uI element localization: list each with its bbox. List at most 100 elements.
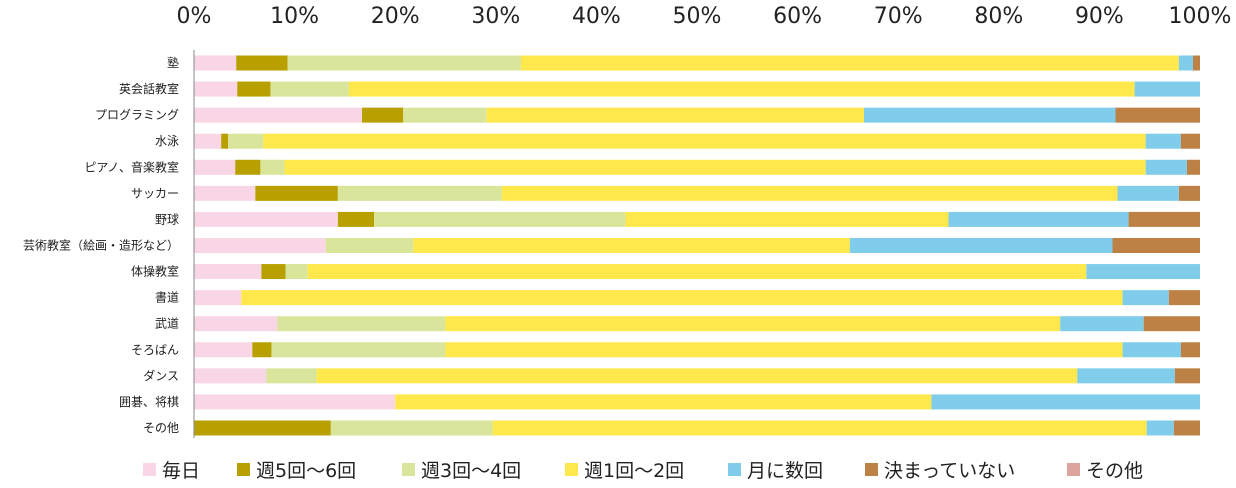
legend-label: 月に数回 (747, 460, 823, 482)
x-tick-label: 30% (471, 4, 520, 29)
bar-segment (255, 185, 338, 201)
x-tick-label: 90% (1075, 4, 1124, 29)
bar-segment (849, 237, 1113, 253)
bar-segment (337, 185, 502, 201)
bar-segment (241, 290, 1123, 306)
bar-segment (325, 237, 414, 253)
bar-segment (931, 394, 1200, 410)
category-label: 囲碁、将棋 (119, 395, 179, 409)
bars (194, 55, 1200, 436)
legend-label: 週1回～2回 (584, 460, 684, 482)
category-label: 塾 (167, 55, 179, 70)
bar-segment (1145, 159, 1187, 175)
bar-segment (1128, 211, 1200, 227)
legend-swatch (865, 463, 878, 476)
bar-segment (1145, 133, 1181, 149)
bar-segment (863, 107, 1116, 123)
x-tick-label: 10% (270, 4, 319, 29)
bar-segment (194, 159, 236, 175)
bar-segment (362, 107, 404, 123)
bar-segment (1115, 107, 1200, 123)
bar-segment (1134, 81, 1200, 97)
legend-label: その他 (1086, 460, 1143, 482)
bar-segment (1168, 290, 1200, 306)
bar-segment (1178, 55, 1193, 71)
x-tick-label: 20% (371, 4, 420, 29)
category-label: 野球 (155, 212, 179, 226)
bar-segment (445, 316, 1061, 332)
legend-label: 週3回～4回 (421, 460, 521, 482)
bar-segment (1122, 290, 1169, 306)
bar-segment (307, 264, 1087, 280)
bar-segment (374, 211, 626, 227)
bar-segment (486, 107, 864, 123)
bar-segment (1180, 133, 1200, 149)
bar-segment (1146, 420, 1174, 436)
bar-segment (194, 185, 256, 201)
bar-segment (277, 316, 446, 332)
bar-segment (237, 81, 271, 97)
x-tick-label: 80% (974, 4, 1023, 29)
x-tick-label: 0% (177, 4, 212, 29)
bar-segment (445, 342, 1123, 358)
bar-segment (337, 211, 375, 227)
category-label: サッカー (131, 186, 179, 200)
bar-segment (194, 368, 267, 384)
bar-segment (228, 133, 264, 149)
bar-segment (236, 55, 288, 71)
legend-label: 週5回～6回 (256, 460, 356, 482)
bar-segment (270, 81, 349, 97)
bar-segment (395, 394, 932, 410)
category-label: 武道 (155, 317, 179, 331)
x-axis-ticks: 0% 10% 20% 30% 40% 50% 60% 70% 80% 90% 100% (177, 4, 1232, 29)
category-label: その他 (143, 421, 179, 435)
bar-segment (316, 368, 1078, 384)
legend-label: 決まっていない (884, 460, 1015, 482)
bar-segment (413, 237, 850, 253)
bar-segment (194, 237, 326, 253)
category-label: 体操教室 (131, 264, 179, 279)
bar-segment (1143, 316, 1200, 332)
bar-segment (260, 159, 285, 175)
bar-segment (194, 342, 253, 358)
bar-segment (194, 107, 363, 123)
bar-segment (625, 211, 949, 227)
legend-swatch (143, 463, 156, 476)
x-tick-label: 50% (673, 4, 722, 29)
bar-segment (252, 342, 272, 358)
bar-segment (271, 342, 446, 358)
bar-segment (194, 211, 338, 227)
x-tick-label: 40% (572, 4, 621, 29)
legend-label: 毎日 (162, 460, 200, 482)
category-label: 英会話教室 (119, 81, 179, 96)
bar-segment (1178, 185, 1200, 201)
legend-swatch (237, 463, 250, 476)
bar-segment (263, 133, 1146, 149)
category-labels: 塾英会話教室プログラミング水泳ピアノ、音楽教室サッカー野球芸術教室（絵画・造形な… (23, 55, 179, 435)
category-label: プログラミング (95, 108, 179, 122)
category-label: ダンス (143, 368, 179, 383)
bar-segment (1077, 368, 1175, 384)
bar-segment (1122, 342, 1181, 358)
category-label: 書道 (155, 291, 179, 305)
legend-swatch (728, 463, 741, 476)
bar-segment (194, 290, 242, 306)
bar-segment (348, 81, 1135, 97)
bar-segment (1112, 237, 1200, 253)
bar-segment (261, 264, 286, 280)
bar-segment (221, 133, 229, 149)
x-tick-label: 100% (1169, 4, 1232, 29)
category-label: そろばん (131, 343, 179, 357)
bar-segment (194, 81, 238, 97)
bar-segment (330, 420, 493, 436)
bar-segment (194, 316, 278, 332)
bar-segment (948, 211, 1129, 227)
bar-segment (501, 185, 1118, 201)
x-tick-label: 60% (773, 4, 822, 29)
bar-segment (1060, 316, 1144, 332)
legend-swatch (1067, 463, 1080, 476)
bar-segment (1086, 264, 1200, 280)
legend: 毎日 週5回～6回 週3回～4回 週1回～2回 月に数回 決まっていない その他 (143, 460, 1143, 482)
category-label: 芸術教室（絵画・造形など） (23, 237, 179, 252)
bar-segment (1174, 368, 1200, 384)
